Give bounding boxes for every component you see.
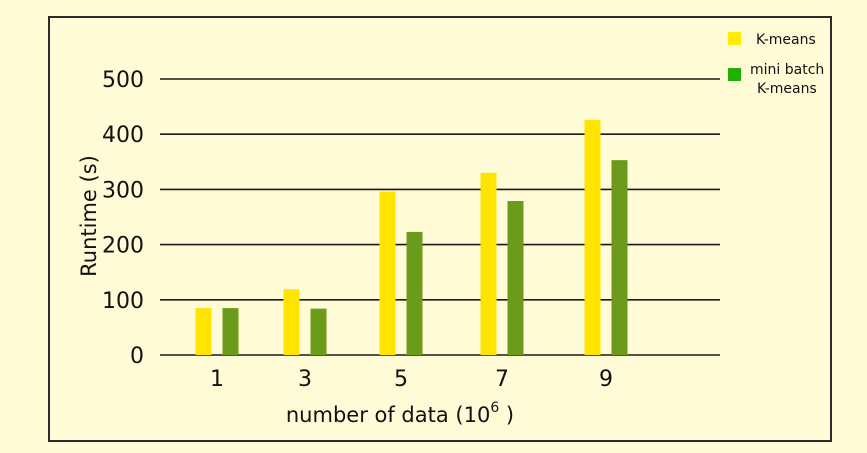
bar-minibatch-1 — [222, 308, 239, 355]
y-tick-labels: 0 100 200 300 400 500 — [102, 68, 144, 369]
x-tick-label: 1 — [210, 367, 224, 392]
bar-kmeans-7 — [480, 172, 497, 355]
x-tick-label: 9 — [599, 367, 613, 392]
legend-label-minibatch: mini batch — [750, 62, 824, 78]
legend-label-minibatch-line2: K-means — [757, 81, 817, 97]
legend-label-kmeans: K-means — [756, 32, 816, 48]
bar-minibatch-9 — [611, 160, 628, 355]
x-axis-title-suffix: ) — [499, 403, 514, 427]
bar-minibatch-7 — [507, 200, 524, 355]
x-tick-labels: 1 3 5 7 9 — [210, 367, 613, 392]
chart-frame — [48, 16, 832, 442]
x-tick-label: 3 — [298, 367, 312, 392]
bar-minibatch-3 — [310, 308, 327, 355]
gridlines — [160, 78, 720, 356]
x-tick-label: 7 — [495, 367, 509, 392]
x-tick-label: 5 — [394, 367, 408, 392]
bars — [195, 119, 628, 356]
bar-kmeans-3 — [283, 289, 300, 355]
legend-swatch-minibatch — [728, 68, 741, 81]
bar-kmeans-9 — [584, 119, 601, 356]
y-tick-label: 100 — [102, 289, 144, 314]
bar-kmeans-1 — [195, 308, 212, 355]
y-tick-label: 300 — [102, 178, 144, 203]
y-tick-label: 500 — [102, 68, 144, 93]
y-tick-label: 200 — [102, 234, 144, 259]
x-axis-title-exponent: 6 — [490, 400, 499, 416]
legend-swatch-kmeans — [728, 32, 741, 45]
y-axis-title: Runtime (s) — [77, 155, 101, 277]
bar-minibatch-5 — [406, 231, 423, 355]
y-tick-label: 400 — [102, 123, 144, 148]
legend: K-means mini batch K-means — [728, 32, 824, 97]
y-tick-label: 0 — [130, 344, 144, 369]
x-axis-title: number of data (106 ) — [286, 400, 514, 427]
bar-kmeans-5 — [379, 191, 396, 355]
